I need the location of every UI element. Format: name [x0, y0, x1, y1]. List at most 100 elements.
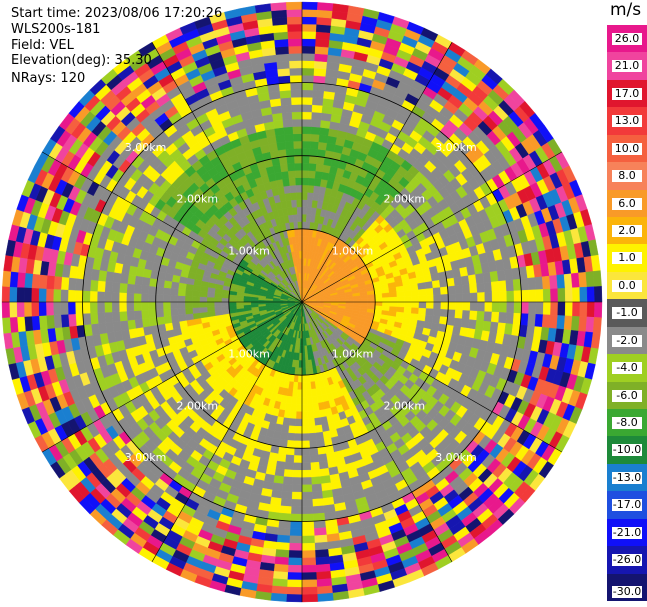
gate-cell — [235, 304, 245, 310]
gate-cell — [52, 301, 62, 316]
gate-cell — [320, 119, 331, 129]
gate-cell — [469, 283, 478, 294]
gate-cell — [286, 207, 294, 216]
gate-cell — [250, 301, 259, 305]
gate-cell — [155, 286, 164, 295]
gate-cell — [288, 542, 303, 552]
gate-cell — [206, 296, 215, 303]
gate-cell — [301, 425, 310, 434]
gate-cell — [301, 140, 311, 149]
gate-cell — [578, 316, 588, 333]
gate-cell — [320, 475, 331, 485]
gate-cell — [38, 315, 48, 330]
gate-cell — [283, 469, 294, 478]
gate-cell — [213, 301, 222, 307]
gate-cell — [286, 1, 303, 10]
gate-cell — [513, 301, 522, 314]
gate-cell — [312, 97, 324, 106]
gate-cell — [301, 67, 315, 76]
gate-cell — [301, 352, 306, 361]
gate-cell — [301, 118, 312, 127]
gate-cell — [301, 484, 313, 493]
gate-cell — [301, 411, 309, 420]
gate-cell — [301, 338, 305, 347]
gate-cell — [301, 455, 311, 464]
gate-cell — [118, 292, 127, 303]
gate-cell — [315, 431, 324, 441]
gate-cell — [184, 307, 194, 315]
gate-cell — [290, 82, 303, 91]
gate-cell — [312, 89, 325, 99]
gate-cell — [570, 272, 580, 289]
gate-cell — [301, 360, 306, 369]
gate-cell — [586, 301, 595, 318]
gate-cell — [301, 126, 312, 135]
gate-cell — [60, 289, 69, 303]
gate-cell — [134, 275, 144, 286]
gate-cell — [170, 281, 180, 290]
gate-cell — [133, 292, 142, 303]
gate-cell — [191, 296, 200, 303]
gate-cell — [301, 38, 317, 47]
colorbar-tick-label: -21.0 — [612, 525, 642, 539]
gate-cell — [213, 297, 222, 303]
gate-cell — [286, 594, 303, 603]
gate-cell — [177, 307, 186, 316]
gate-cell — [403, 307, 412, 314]
gate-cell — [484, 291, 493, 303]
gate-cell — [67, 289, 76, 303]
gate-cell — [382, 301, 391, 307]
gate-cell — [308, 425, 317, 434]
gate-cell — [148, 285, 157, 295]
gate-cell — [440, 301, 449, 310]
gate-cell — [75, 278, 84, 291]
gate-cell — [163, 315, 173, 324]
gate-cell — [389, 301, 398, 308]
gate-cell — [38, 274, 48, 289]
gate-cell — [315, 24, 332, 34]
gate-cell — [483, 311, 493, 323]
gate-cell — [292, 469, 303, 478]
gate-cell — [309, 140, 320, 150]
gate-cell — [520, 313, 529, 326]
gate-cell — [563, 315, 573, 331]
gate-cell — [287, 572, 303, 581]
gate-cell — [301, 23, 317, 32]
gate-cell — [557, 287, 566, 303]
gate-cell — [301, 557, 317, 566]
gate-cell — [274, 556, 289, 566]
range-ring-label: 1.00km — [228, 244, 270, 257]
gate-cell — [439, 278, 448, 288]
gate-cell — [293, 148, 303, 157]
gate-cell — [513, 290, 522, 303]
gate-cell — [104, 291, 113, 303]
gate-cell — [9, 316, 19, 333]
gate-cell — [317, 141, 328, 151]
gate-cell — [310, 119, 322, 128]
gate-cell — [291, 484, 303, 493]
gate-cell — [317, 453, 328, 463]
gate-cell — [404, 301, 413, 308]
gate-cell — [2, 270, 12, 287]
gate-cell — [278, 439, 288, 448]
gate-cell — [199, 296, 208, 303]
gate-cell — [498, 280, 507, 292]
gate-cell — [272, 570, 289, 580]
gate-cell — [301, 520, 315, 530]
gate-cell — [305, 374, 311, 383]
gate-cell — [177, 295, 186, 303]
gate-cell — [411, 301, 420, 309]
gate-cell — [527, 277, 537, 291]
gate-cell — [286, 440, 295, 449]
gate-cell — [317, 592, 334, 602]
gate-cell — [440, 309, 449, 318]
gate-cell — [477, 301, 486, 312]
gate-cell — [550, 288, 559, 303]
gate-cell — [541, 275, 551, 290]
range-ring-label: 2.00km — [177, 193, 219, 206]
gate-cell — [282, 476, 294, 485]
gate-cell — [301, 572, 317, 581]
colorbar-tick-label: 21.0 — [612, 60, 642, 73]
range-ring-label: 3.00km — [125, 141, 167, 154]
gate-cell — [207, 310, 216, 318]
